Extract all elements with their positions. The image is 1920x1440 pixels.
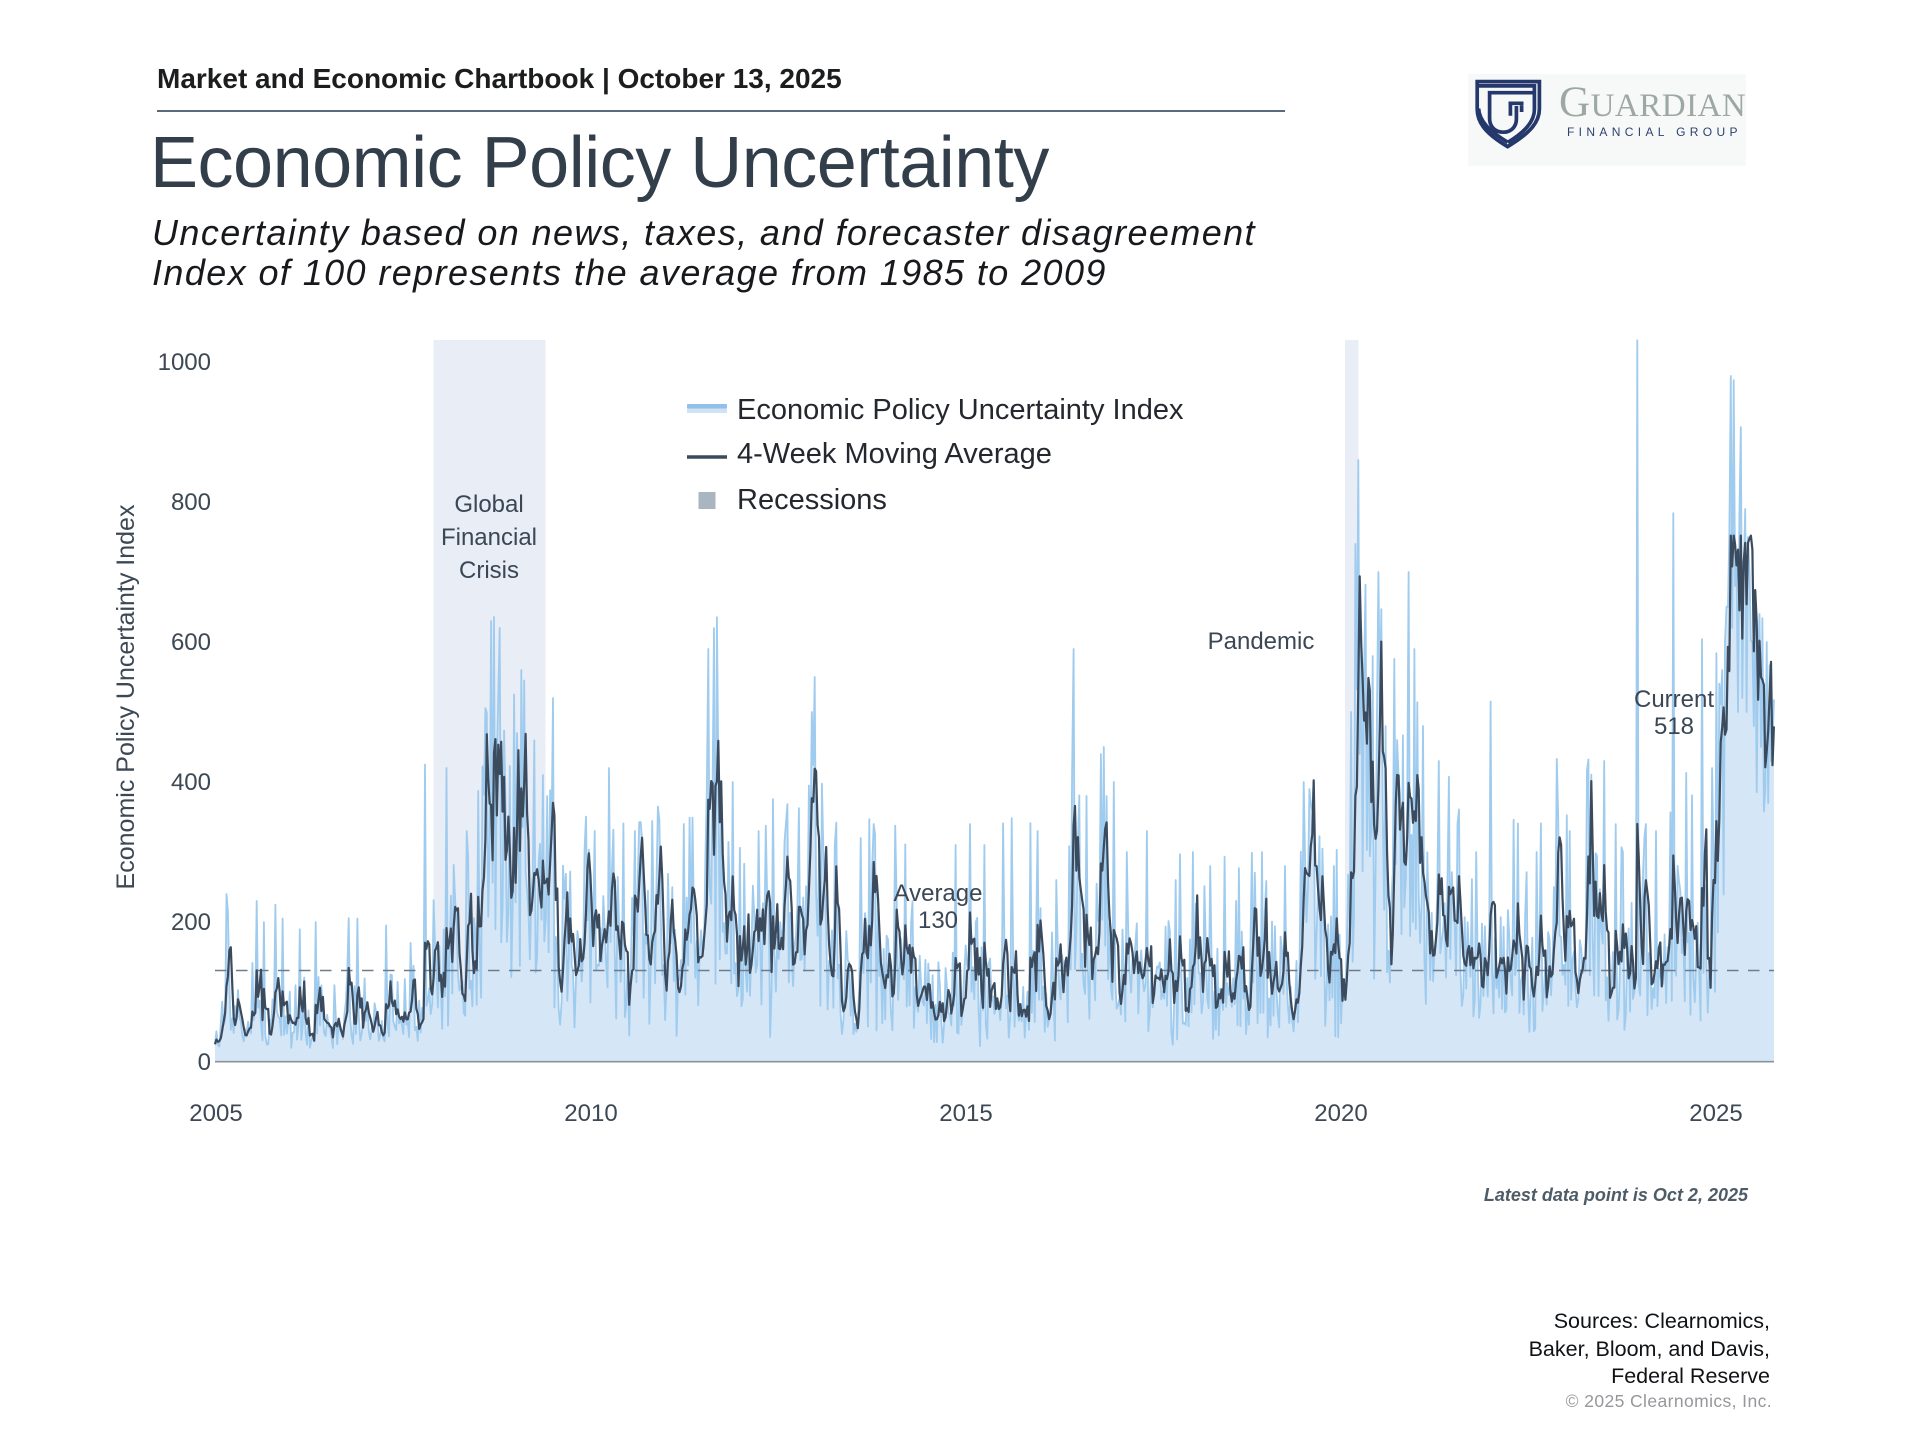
svg-text:2005: 2005: [189, 1100, 242, 1127]
svg-text:Pandemic: Pandemic: [1208, 628, 1315, 655]
svg-text:800: 800: [171, 489, 211, 516]
svg-text:Financial: Financial: [441, 524, 537, 551]
svg-text:Economic Policy Uncertainty In: Economic Policy Uncertainty Index: [737, 394, 1184, 426]
svg-text:518: 518: [1654, 713, 1694, 740]
svg-text:600: 600: [171, 629, 211, 656]
svg-text:Current: Current: [1634, 686, 1714, 713]
svg-text:2020: 2020: [1314, 1100, 1367, 1127]
svg-text:400: 400: [171, 769, 211, 796]
svg-text:2015: 2015: [939, 1100, 992, 1127]
svg-text:2010: 2010: [564, 1100, 617, 1127]
svg-text:Global: Global: [454, 491, 523, 518]
svg-text:Average: Average: [894, 880, 983, 907]
svg-text:200: 200: [171, 909, 211, 936]
svg-text:130: 130: [918, 907, 958, 934]
svg-text:Crisis: Crisis: [459, 557, 519, 584]
svg-text:Economic Policy Uncertainty In: Economic Policy Uncertainty Index: [112, 504, 140, 889]
svg-text:1000: 1000: [158, 349, 211, 376]
svg-text:4-Week Moving Average: 4-Week Moving Average: [737, 438, 1052, 470]
svg-text:2025: 2025: [1689, 1100, 1742, 1127]
svg-text:Recessions: Recessions: [737, 484, 887, 516]
svg-text:0: 0: [198, 1049, 211, 1076]
